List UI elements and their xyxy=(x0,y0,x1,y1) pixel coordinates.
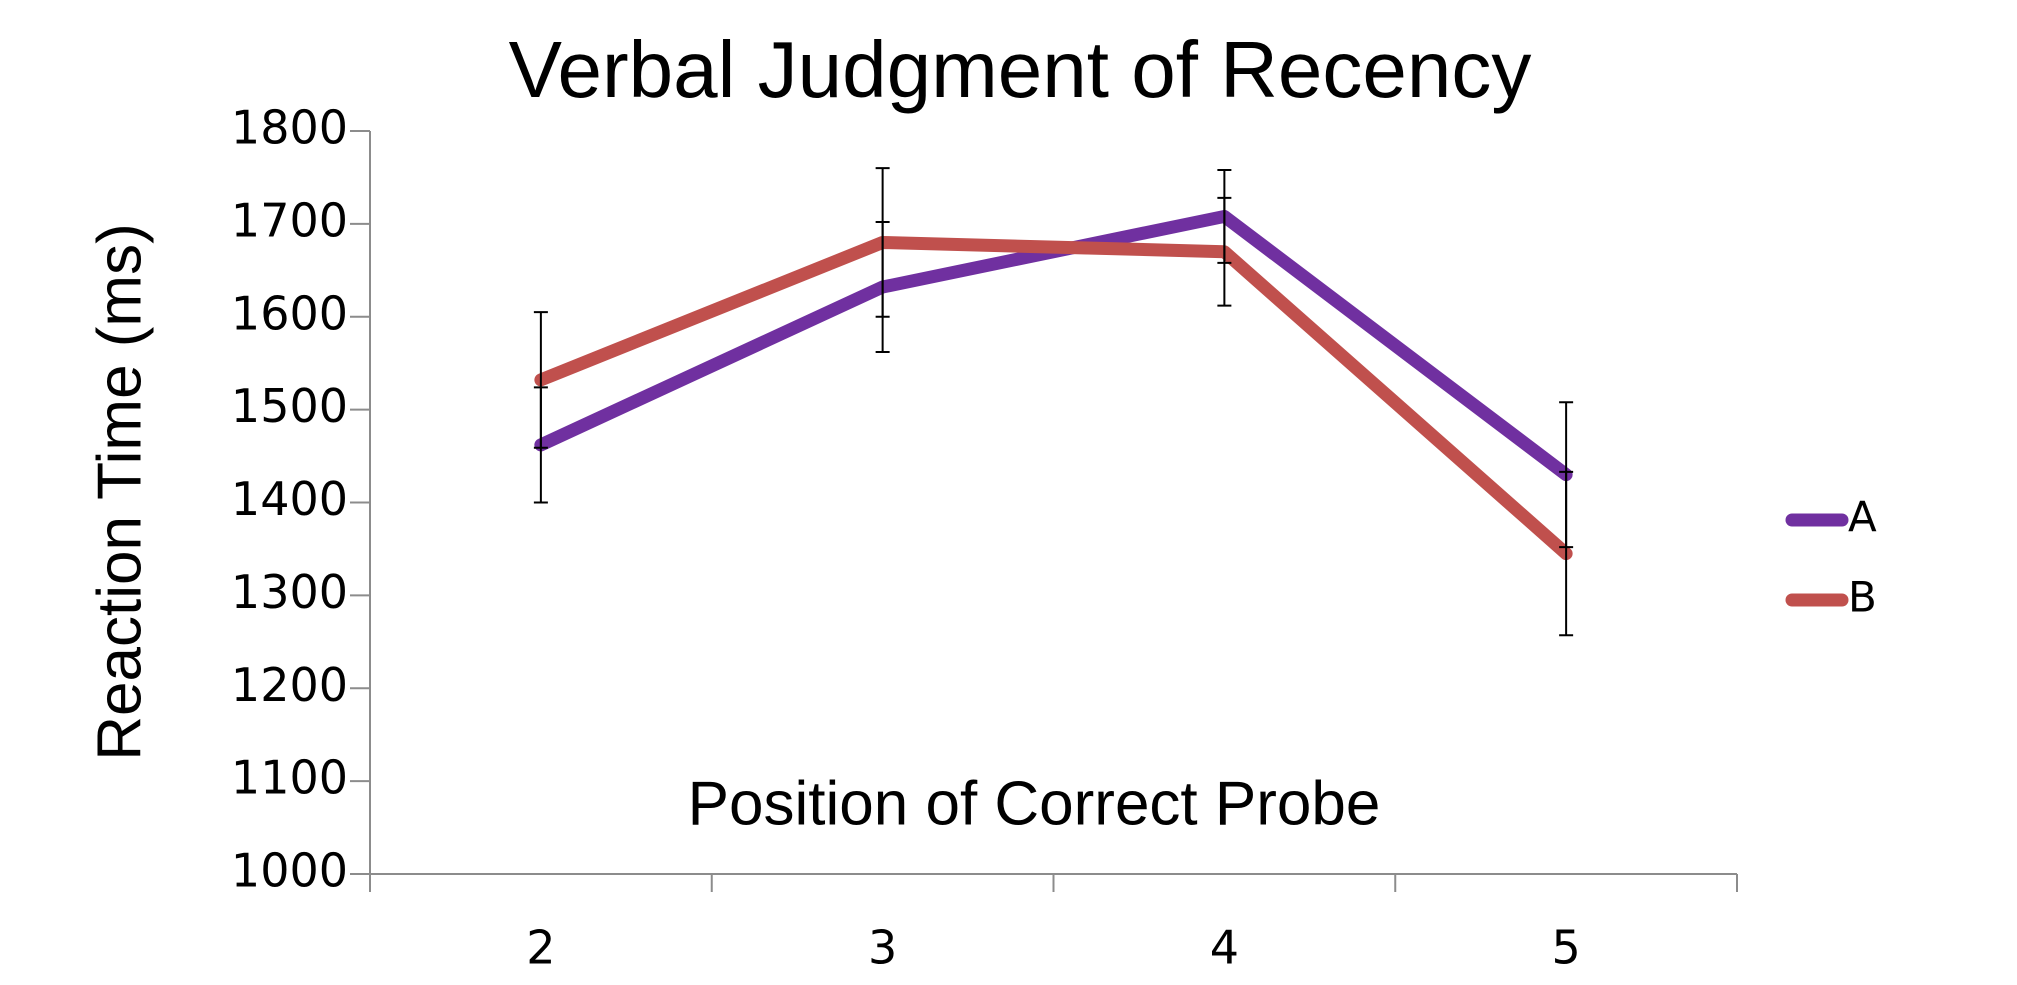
legend-label: B xyxy=(1848,573,1877,622)
x-tick-label: 2 xyxy=(526,921,555,975)
error-bar xyxy=(1559,470,1574,637)
y-tick-label: 1400 xyxy=(231,472,348,526)
error-bar xyxy=(533,311,548,449)
series-line xyxy=(534,209,1573,482)
y-tick-label: 1600 xyxy=(231,286,348,340)
error-bar xyxy=(1217,196,1232,307)
y-tick-label: 1800 xyxy=(231,101,348,155)
y-tick-label: 1700 xyxy=(231,193,348,247)
x-axis-label: Position of Correct Probe xyxy=(688,769,1381,838)
y-tick-label: 1000 xyxy=(231,844,348,898)
x-tick-label: 5 xyxy=(1551,921,1580,975)
y-tick-label: 1200 xyxy=(231,658,348,712)
series-line xyxy=(534,235,1573,561)
y-tick-label: 1100 xyxy=(231,751,348,805)
chart-title: Verbal Judgment of Recency xyxy=(509,25,1532,114)
y-tick-label: 1300 xyxy=(231,565,348,619)
y-tick-label: 1500 xyxy=(231,379,348,433)
legend-label: A xyxy=(1848,493,1877,542)
x-tick-label: 4 xyxy=(1210,921,1239,975)
error-bar xyxy=(875,167,890,318)
x-tick-label: 3 xyxy=(868,921,897,975)
y-axis-label: Reaction Time (ms) xyxy=(85,223,154,760)
